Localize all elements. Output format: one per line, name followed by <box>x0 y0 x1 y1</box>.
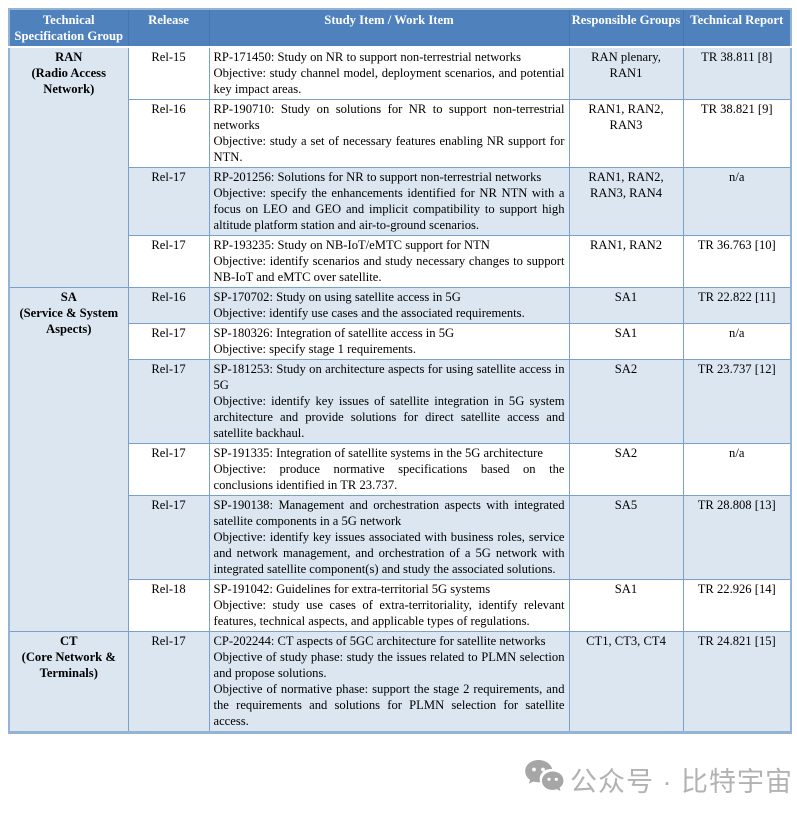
technical-report-cell: TR 38.821 [9] <box>682 99 792 169</box>
wechat-icon <box>524 757 564 802</box>
study-title: SP-170702: Study on using satellite acce… <box>213 290 461 305</box>
responsible-groups-cell: SA1 <box>568 579 684 633</box>
study-title: SP-180326: Integration of satellite acce… <box>213 326 455 341</box>
release-cell: Rel-16 <box>127 99 210 169</box>
table-row: SA (Service & System Aspects) Rel-16 SP-… <box>8 287 792 633</box>
technical-report-cell: TR 28.808 [13] <box>682 495 792 581</box>
study-title: CP-202244: CT aspects of 5GC architectur… <box>213 634 546 649</box>
study-item-cell: RP-190710: Study on solutions for NR to … <box>208 99 570 169</box>
technical-report-cell: TR 36.763 [10] <box>682 235 792 289</box>
study-item-cell: SP-170702: Study on using satellite acce… <box>208 287 570 325</box>
study-item-cell: SP-191335: Integration of satellite syst… <box>208 443 570 497</box>
study-objective: Objective: specify the enhancements iden… <box>213 186 565 233</box>
study-title: SP-191042: Guidelines for extra-territor… <box>213 582 491 597</box>
responsible-groups-cell: SA2 <box>568 359 684 445</box>
responsible-groups-cell: SA5 <box>568 495 684 581</box>
group-subtitle: (Core Network & Terminals) <box>21 650 116 681</box>
technical-report-cell: TR 23.737 [12] <box>682 359 792 445</box>
table-row: CT (Core Network & Terminals) Rel-17 CP-… <box>8 631 792 734</box>
study-objective: Objective: specify stage 1 requirements. <box>213 342 416 357</box>
study-objective: Objective: identify use cases and the as… <box>213 306 525 321</box>
col-header-tsg: Technical Specification Group <box>8 9 129 49</box>
study-objective: Objective: identify key issues associate… <box>213 530 565 577</box>
table-row: Rel-17 SP-181253: Study on architecture … <box>9 359 792 445</box>
watermark: 公众号 · 比特宇宙 <box>524 757 793 802</box>
group-cell-ran: RAN (Radio Access Network) <box>8 46 129 289</box>
release-cell: Rel-17 <box>127 359 210 445</box>
study-item-cell: CP-202244: CT aspects of 5GC architectur… <box>208 631 570 734</box>
col-header-technical-report: Technical Report <box>682 9 792 49</box>
group-subtitle: (Service & System Aspects) <box>19 306 119 337</box>
study-title: SP-191335: Integration of satellite syst… <box>213 446 543 461</box>
study-item-cell: SP-190138: Management and orchestration … <box>208 495 570 581</box>
technical-report-cell: n/a <box>682 167 792 237</box>
technical-report-cell: TR 24.821 [15] <box>682 631 792 734</box>
col-header-release: Release <box>127 9 210 49</box>
study-title: RP-201256: Solutions for NR to support n… <box>213 170 542 185</box>
header-row: Technical Specification Group Release St… <box>8 9 792 49</box>
study-item-cell: SP-181253: Study on architecture aspects… <box>208 359 570 445</box>
responsible-groups-cell: RAN plenary, RAN1 <box>568 46 684 101</box>
technical-report-cell: n/a <box>682 323 792 361</box>
release-cell: Rel-17 <box>127 323 210 361</box>
table-row: Rel-16 RP-190710: Study on solutions for… <box>9 99 792 169</box>
responsible-groups-cell: RAN1, RAN2 <box>568 235 684 289</box>
release-cell: Rel-17 <box>127 495 210 581</box>
release-cell: Rel-17 <box>127 235 210 289</box>
release-cell: Rel-16 <box>127 287 210 325</box>
technical-report-cell: TR 22.926 [14] <box>682 579 792 633</box>
study-item-cell: SP-191042: Guidelines for extra-territor… <box>208 579 570 633</box>
table-row: RAN (Radio Access Network) Rel-15 RP-171… <box>8 46 792 289</box>
study-title: RP-171450: Study on NR to support non-te… <box>213 50 521 65</box>
table-row: Rel-17 RP-201256: Solutions for NR to su… <box>9 167 792 237</box>
responsible-groups-cell: SA1 <box>568 287 684 325</box>
group-cell-ct: CT (Core Network & Terminals) <box>8 631 129 734</box>
study-objective: Objective of normative phase: support th… <box>213 682 565 729</box>
study-item-cell: RP-171450: Study on NR to support non-te… <box>208 46 570 101</box>
release-cell: Rel-17 <box>127 167 210 237</box>
technical-report-cell: n/a <box>682 443 792 497</box>
responsible-groups-cell: RAN1, RAN2, RAN3, RAN4 <box>568 167 684 237</box>
study-objective: Objective of study phase: study the issu… <box>213 650 565 681</box>
study-item-cell: RP-193235: Study on NB-IoT/eMTC support … <box>208 235 570 289</box>
release-cell: Rel-17 <box>127 443 210 497</box>
table-row: Rel-17 SP-180326: Integration of satelli… <box>9 323 792 361</box>
study-objective: Objective: identify key issues of satell… <box>213 394 565 441</box>
release-cell: Rel-17 <box>127 631 210 734</box>
table-row: Rel-18 SP-191042: Guidelines for extra-t… <box>9 579 792 633</box>
study-objective: Objective: study a set of necessary feat… <box>213 134 565 165</box>
table-row: Rel-17 SP-191335: Integration of satelli… <box>9 443 792 497</box>
study-item-cell: SP-180326: Integration of satellite acce… <box>208 323 570 361</box>
responsible-groups-cell: SA1 <box>568 323 684 361</box>
study-title: SP-181253: Study on architecture aspects… <box>213 362 565 393</box>
group-cell-sa: SA (Service & System Aspects) <box>8 287 129 633</box>
study-objective: Objective: study use cases of extra-terr… <box>213 598 565 629</box>
study-objective: Objective: produce normative specificati… <box>213 462 565 493</box>
technical-report-cell: TR 22.822 [11] <box>682 287 792 325</box>
study-title: RP-190710: Study on solutions for NR to … <box>213 102 565 133</box>
col-header-study-item: Study Item / Work Item <box>208 9 570 49</box>
spec-table: Technical Specification Group Release St… <box>8 8 792 735</box>
study-objective: Objective: identify scenarios and study … <box>213 254 565 285</box>
study-item-cell: RP-201256: Solutions for NR to support n… <box>208 167 570 237</box>
study-title: SP-190138: Management and orchestration … <box>213 498 565 529</box>
page: Technical Specification Group Release St… <box>8 8 792 735</box>
group-name: CT <box>60 634 78 649</box>
release-cell: Rel-15 <box>127 46 210 101</box>
responsible-groups-cell: CT1, CT3, CT4 <box>568 631 684 734</box>
technical-report-cell: TR 38.811 [8] <box>682 46 792 101</box>
group-name: RAN <box>55 50 83 65</box>
group-name: SA <box>60 290 77 305</box>
col-header-responsible-groups: Responsible Groups <box>568 9 684 49</box>
table-row: Rel-17 SP-190138: Management and orchest… <box>9 495 792 581</box>
study-title: RP-193235: Study on NB-IoT/eMTC support … <box>213 238 490 253</box>
study-objective: Objective: study channel model, deployme… <box>213 66 565 97</box>
responsible-groups-cell: RAN1, RAN2, RAN3 <box>568 99 684 169</box>
release-cell: Rel-18 <box>127 579 210 633</box>
group-subtitle: (Radio Access Network) <box>31 66 106 97</box>
responsible-groups-cell: SA2 <box>568 443 684 497</box>
watermark-text: 公众号 · 比特宇宙 <box>570 767 793 797</box>
